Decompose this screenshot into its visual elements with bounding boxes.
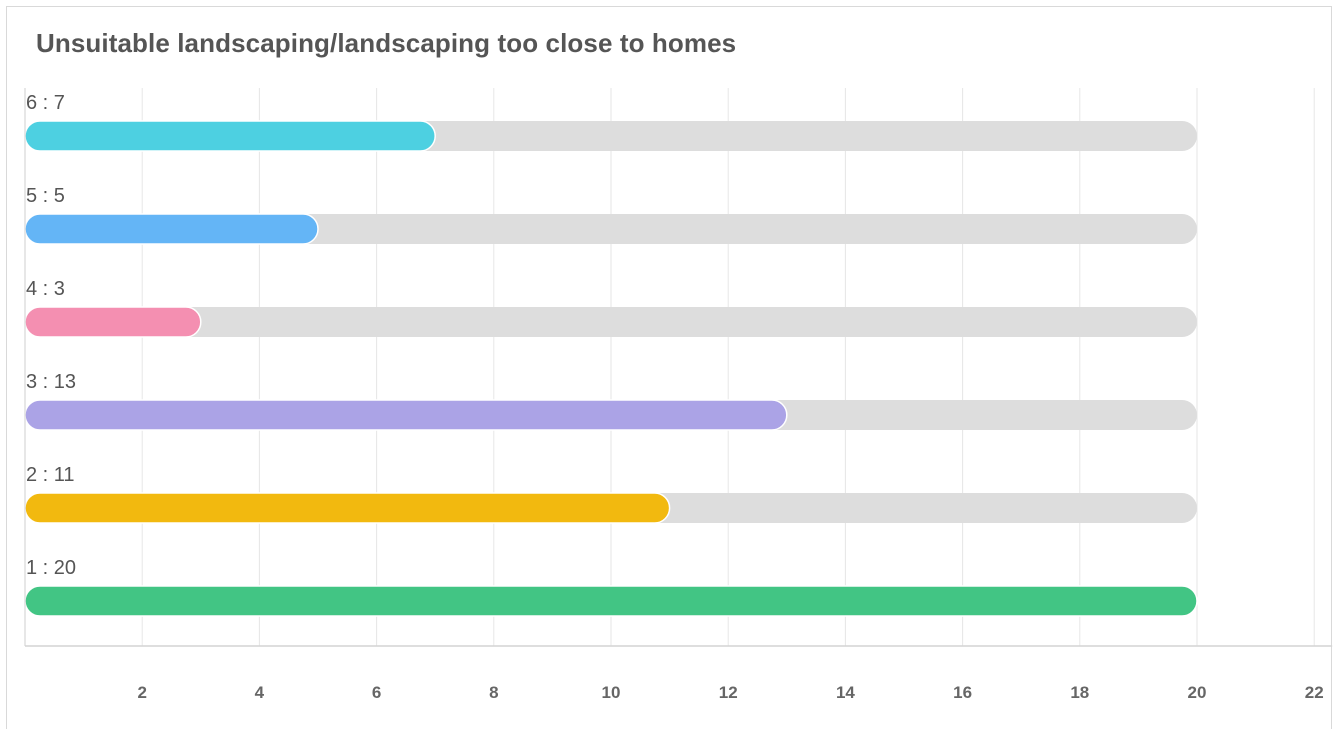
bar-1 bbox=[24, 585, 1198, 617]
bar-3 bbox=[24, 399, 788, 431]
x-tick-label-8: 8 bbox=[489, 683, 498, 702]
bars: 6 : 7 5 : 5 4 : 3 3 : 13 2 : 11 1 : 20 bbox=[24, 92, 1198, 617]
bar-4 bbox=[24, 306, 202, 338]
x-tick-label-10: 10 bbox=[602, 683, 621, 702]
bar-track-4 bbox=[25, 307, 1197, 337]
x-tick-label-12: 12 bbox=[719, 683, 738, 702]
bar-label-6: 6 : 7 bbox=[26, 92, 65, 114]
bar-label-3: 3 : 13 bbox=[26, 371, 76, 393]
bar-label-5: 5 : 5 bbox=[26, 185, 65, 207]
bar-2 bbox=[24, 492, 671, 524]
bar-5 bbox=[24, 213, 319, 245]
x-tick-label-14: 14 bbox=[836, 683, 855, 702]
bar-track-5 bbox=[25, 214, 1197, 244]
x-tick-label-2: 2 bbox=[137, 683, 146, 702]
x-tick-label-16: 16 bbox=[953, 683, 972, 702]
bar-6 bbox=[24, 120, 436, 152]
bar-label-1: 1 : 20 bbox=[26, 557, 76, 579]
x-tick-label-20: 20 bbox=[1188, 683, 1207, 702]
chart-title: Unsuitable landscaping/landscaping too c… bbox=[36, 28, 737, 58]
x-tick-label-22: 22 bbox=[1305, 683, 1324, 702]
x-tick-label-4: 4 bbox=[255, 683, 265, 702]
x-axis: 2 4 6 8 10 12 14 16 18 20 22 bbox=[24, 88, 1333, 702]
bar-label-4: 4 : 3 bbox=[26, 278, 65, 300]
x-tick-label-18: 18 bbox=[1070, 683, 1089, 702]
x-tick-label-6: 6 bbox=[372, 683, 381, 702]
grid-lines bbox=[141, 88, 1315, 646]
bar-label-2: 2 : 11 bbox=[26, 464, 75, 486]
